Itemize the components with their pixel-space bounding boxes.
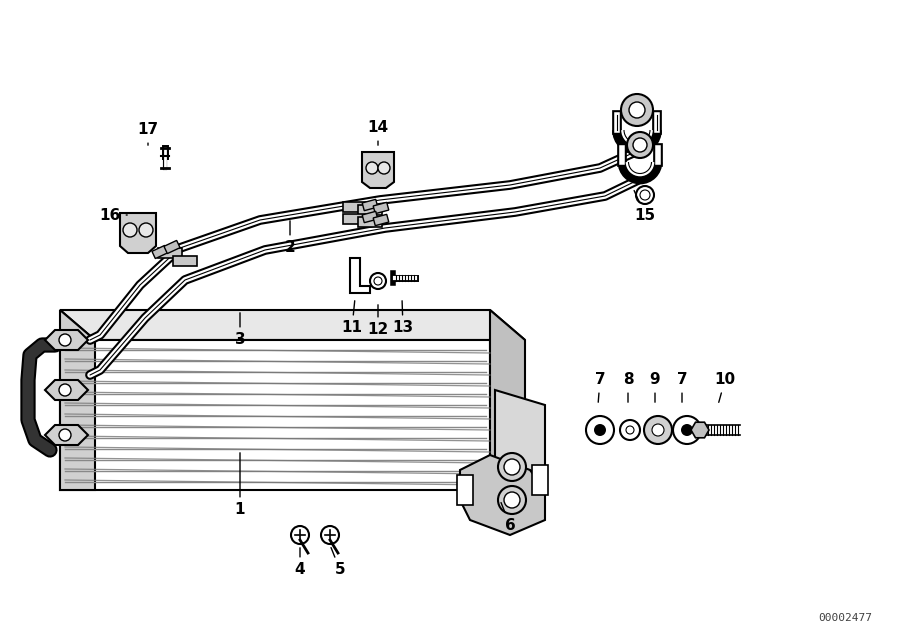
- Circle shape: [139, 223, 153, 237]
- Circle shape: [291, 526, 309, 544]
- Polygon shape: [362, 211, 378, 223]
- Polygon shape: [158, 248, 182, 258]
- Polygon shape: [358, 217, 382, 227]
- Text: 14: 14: [367, 121, 389, 145]
- Polygon shape: [532, 465, 548, 495]
- Polygon shape: [152, 245, 168, 258]
- Text: 2: 2: [284, 221, 295, 255]
- Polygon shape: [350, 258, 370, 293]
- Text: 11: 11: [341, 301, 363, 335]
- Polygon shape: [374, 203, 389, 213]
- Polygon shape: [457, 475, 473, 505]
- Polygon shape: [45, 380, 88, 400]
- Polygon shape: [60, 340, 490, 490]
- Polygon shape: [358, 205, 382, 215]
- Polygon shape: [343, 214, 367, 224]
- Polygon shape: [343, 202, 367, 212]
- Text: 17: 17: [138, 123, 158, 145]
- Text: 16: 16: [99, 208, 127, 222]
- Circle shape: [59, 429, 71, 441]
- Circle shape: [673, 416, 701, 444]
- Circle shape: [640, 190, 650, 200]
- Polygon shape: [45, 425, 88, 445]
- Text: 9: 9: [650, 373, 661, 402]
- Polygon shape: [60, 310, 95, 490]
- Text: 3: 3: [235, 313, 246, 347]
- Polygon shape: [460, 455, 545, 535]
- Circle shape: [586, 416, 614, 444]
- Text: 13: 13: [392, 301, 414, 335]
- Circle shape: [374, 277, 382, 285]
- Polygon shape: [495, 390, 545, 475]
- Text: 15: 15: [634, 190, 655, 222]
- Text: 7: 7: [677, 373, 688, 402]
- Text: 12: 12: [367, 305, 389, 337]
- Circle shape: [629, 102, 645, 118]
- Text: 5: 5: [331, 547, 346, 577]
- Polygon shape: [691, 422, 709, 438]
- Text: 7: 7: [595, 373, 606, 402]
- Circle shape: [504, 459, 520, 475]
- Circle shape: [626, 426, 634, 434]
- Polygon shape: [374, 215, 389, 225]
- Circle shape: [498, 453, 526, 481]
- Polygon shape: [490, 310, 525, 490]
- Polygon shape: [362, 199, 378, 211]
- Circle shape: [498, 486, 526, 514]
- Text: 4: 4: [294, 548, 305, 577]
- Polygon shape: [45, 330, 88, 350]
- Polygon shape: [120, 213, 156, 253]
- Text: 10: 10: [715, 373, 735, 403]
- Text: 6: 6: [501, 502, 516, 533]
- Circle shape: [366, 162, 378, 174]
- Text: 00002477: 00002477: [818, 613, 872, 623]
- Circle shape: [636, 186, 654, 204]
- Polygon shape: [60, 310, 525, 340]
- Circle shape: [627, 132, 653, 158]
- Polygon shape: [173, 256, 197, 266]
- Circle shape: [652, 424, 664, 436]
- Polygon shape: [362, 152, 394, 188]
- Circle shape: [621, 94, 653, 126]
- Circle shape: [681, 424, 693, 436]
- Circle shape: [633, 138, 647, 152]
- Circle shape: [370, 273, 386, 289]
- Text: 8: 8: [623, 373, 634, 402]
- Circle shape: [620, 420, 640, 440]
- Circle shape: [594, 424, 606, 436]
- Circle shape: [321, 526, 339, 544]
- Circle shape: [123, 223, 137, 237]
- Polygon shape: [164, 241, 180, 253]
- Circle shape: [378, 162, 390, 174]
- Circle shape: [504, 492, 520, 508]
- Circle shape: [59, 334, 71, 346]
- Circle shape: [644, 416, 672, 444]
- Circle shape: [59, 384, 71, 396]
- Text: 1: 1: [235, 453, 245, 518]
